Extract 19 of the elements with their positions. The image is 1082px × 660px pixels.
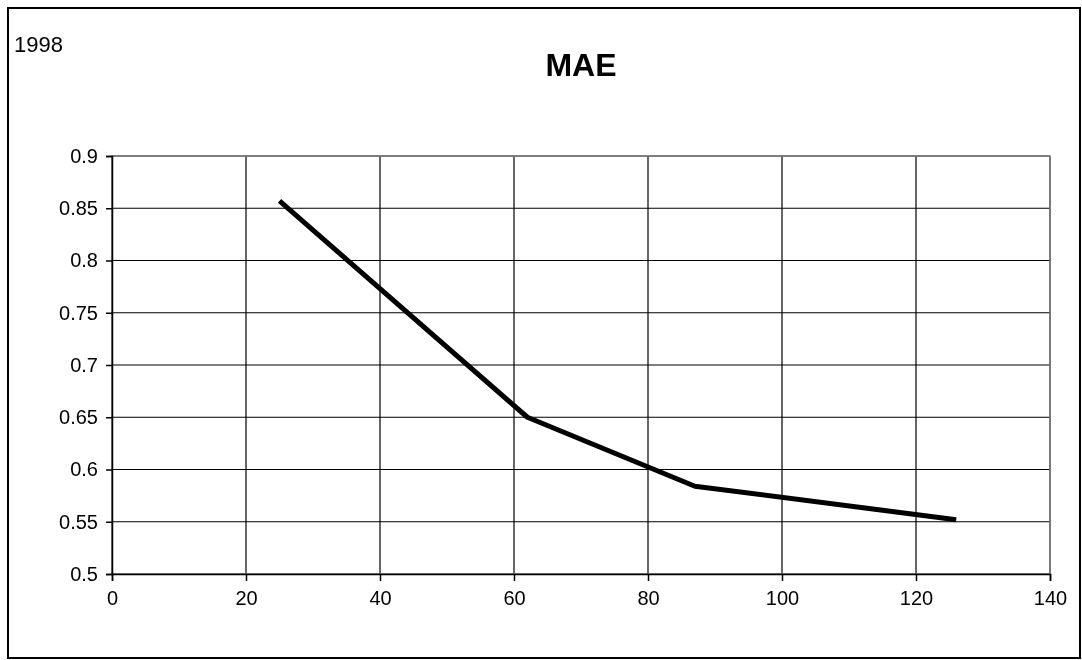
y-tick-label: 0.9 xyxy=(70,144,98,167)
y-tick-label: 0.6 xyxy=(70,458,98,481)
x-tick-label: 60 xyxy=(503,587,526,610)
x-tick-label: 0 xyxy=(106,587,119,610)
x-tick-label: 40 xyxy=(369,587,392,610)
y-tick-label: 0.7 xyxy=(70,353,98,376)
y-tick-label: 0.85 xyxy=(59,197,98,220)
y-tick-label: 0.55 xyxy=(59,510,98,533)
text: 1998 xyxy=(14,32,63,57)
x-tick-label: 20 xyxy=(235,587,258,610)
y-tick-label: 0.75 xyxy=(59,301,98,324)
x-tick-label: 120 xyxy=(899,587,934,610)
y-tick-label: 0.8 xyxy=(70,249,98,272)
y-tick-label: 0.5 xyxy=(70,562,98,585)
x-tick-label: 140 xyxy=(1033,587,1068,610)
x-tick-label: 100 xyxy=(765,587,800,610)
x-tick-label: 80 xyxy=(637,587,660,610)
chart-title: MAE xyxy=(545,47,617,83)
y-tick-label: 0.65 xyxy=(59,406,98,429)
